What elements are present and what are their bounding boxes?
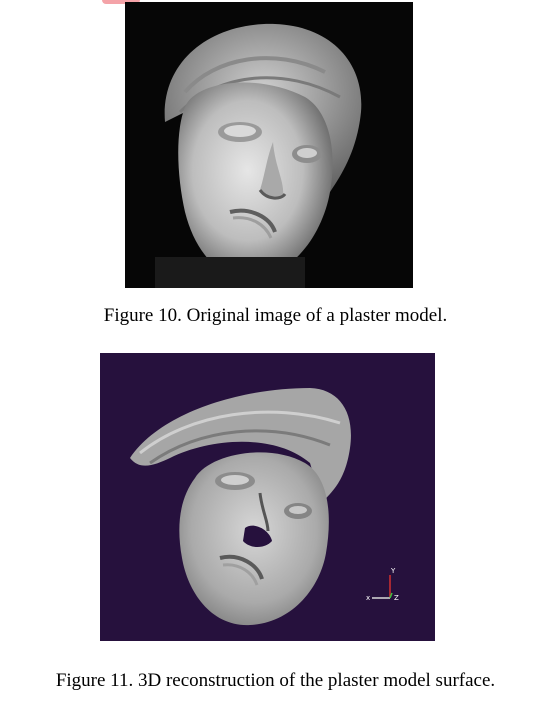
axis-z-label: Z: [394, 594, 399, 602]
figure-10-caption: Figure 10. Original image of a plaster m…: [103, 305, 448, 326]
figure-11-caption: Figure 11. 3D reconstruction of the plas…: [55, 670, 496, 691]
page-edge-tab: [102, 0, 140, 4]
plaster-model-photo: [125, 2, 413, 288]
axis-y-label: Y: [390, 567, 396, 575]
axis-x-label: x: [366, 594, 370, 602]
figure-11-render: Y x Z: [100, 353, 435, 641]
figure-10-photo: [125, 2, 413, 288]
plaster-model-reconstruction: Y x Z: [100, 353, 435, 641]
